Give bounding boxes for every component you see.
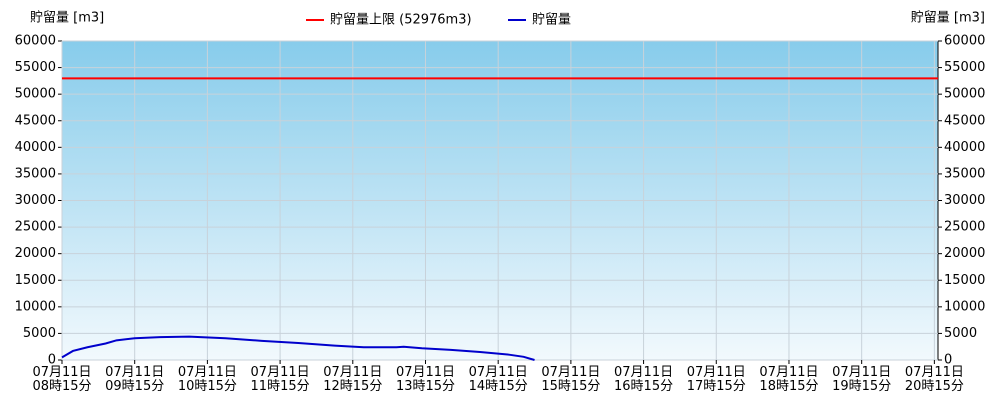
x-tick-label: 07月11日 13時15分 [396,365,455,394]
y-tick-label: 5000 [23,326,56,341]
x-tick-label: 07月11日 19時15分 [832,365,891,394]
x-tick-label: 07月11日 12時15分 [323,365,382,394]
x-tick-label: 07月11日 18時15分 [759,365,818,394]
y-tick-label: 30000 [15,193,56,208]
y2-tick-label: 0 [944,353,952,368]
y2-tick-label: 25000 [944,220,985,235]
y-tick-label: 55000 [15,60,56,75]
y-tick-label: 45000 [15,113,56,128]
y-tick-label: 15000 [15,273,56,288]
x-tick-label: 07月11日 16時15分 [614,365,673,394]
y2-tick-label: 30000 [944,193,985,208]
y2-tick-label: 45000 [944,113,985,128]
y2-tick-label: 20000 [944,246,985,261]
x-tick-label: 07月11日 20時15分 [905,365,964,394]
y2-tick-label: 50000 [944,87,985,102]
y-tick-label: 10000 [15,299,56,314]
x-tick-label: 07月11日 14時15分 [469,365,528,394]
x-tick-label: 07月11日 11時15分 [251,365,310,394]
y-tick-label: 25000 [15,220,56,235]
y2-axis-label: 貯留量 [m3] [911,11,985,26]
y-tick-label: 50000 [15,87,56,102]
x-tick-label: 07月11日 15時15分 [541,365,600,394]
y2-tick-label: 15000 [944,273,985,288]
y-tick-label: 20000 [15,246,56,261]
y2-tick-label: 40000 [944,140,985,155]
x-tick-label: 07月11日 09時15分 [105,365,164,394]
y-tick-label: 40000 [15,140,56,155]
y-axis-label: 貯留量 [m3] [30,11,104,26]
y2-tick-label: 10000 [944,299,985,314]
legend-label: 貯留量 [532,13,571,28]
y2-tick-label: 35000 [944,166,985,181]
y-tick-label: 60000 [15,34,56,49]
series-line [61,335,535,361]
legend-label: 貯留量上限 (52976m3) [330,13,472,28]
y-tick-label: 35000 [15,166,56,181]
y2-tick-label: 5000 [944,326,977,341]
x-tick-label: 07月11日 08時15分 [32,365,91,394]
y2-tick-label: 55000 [944,60,985,75]
y-tick-label: 0 [48,353,56,368]
x-tick-label: 07月11日 17時15分 [687,365,746,394]
y2-tick-label: 60000 [944,34,985,49]
x-tick-label: 07月11日 10時15分 [178,365,237,394]
